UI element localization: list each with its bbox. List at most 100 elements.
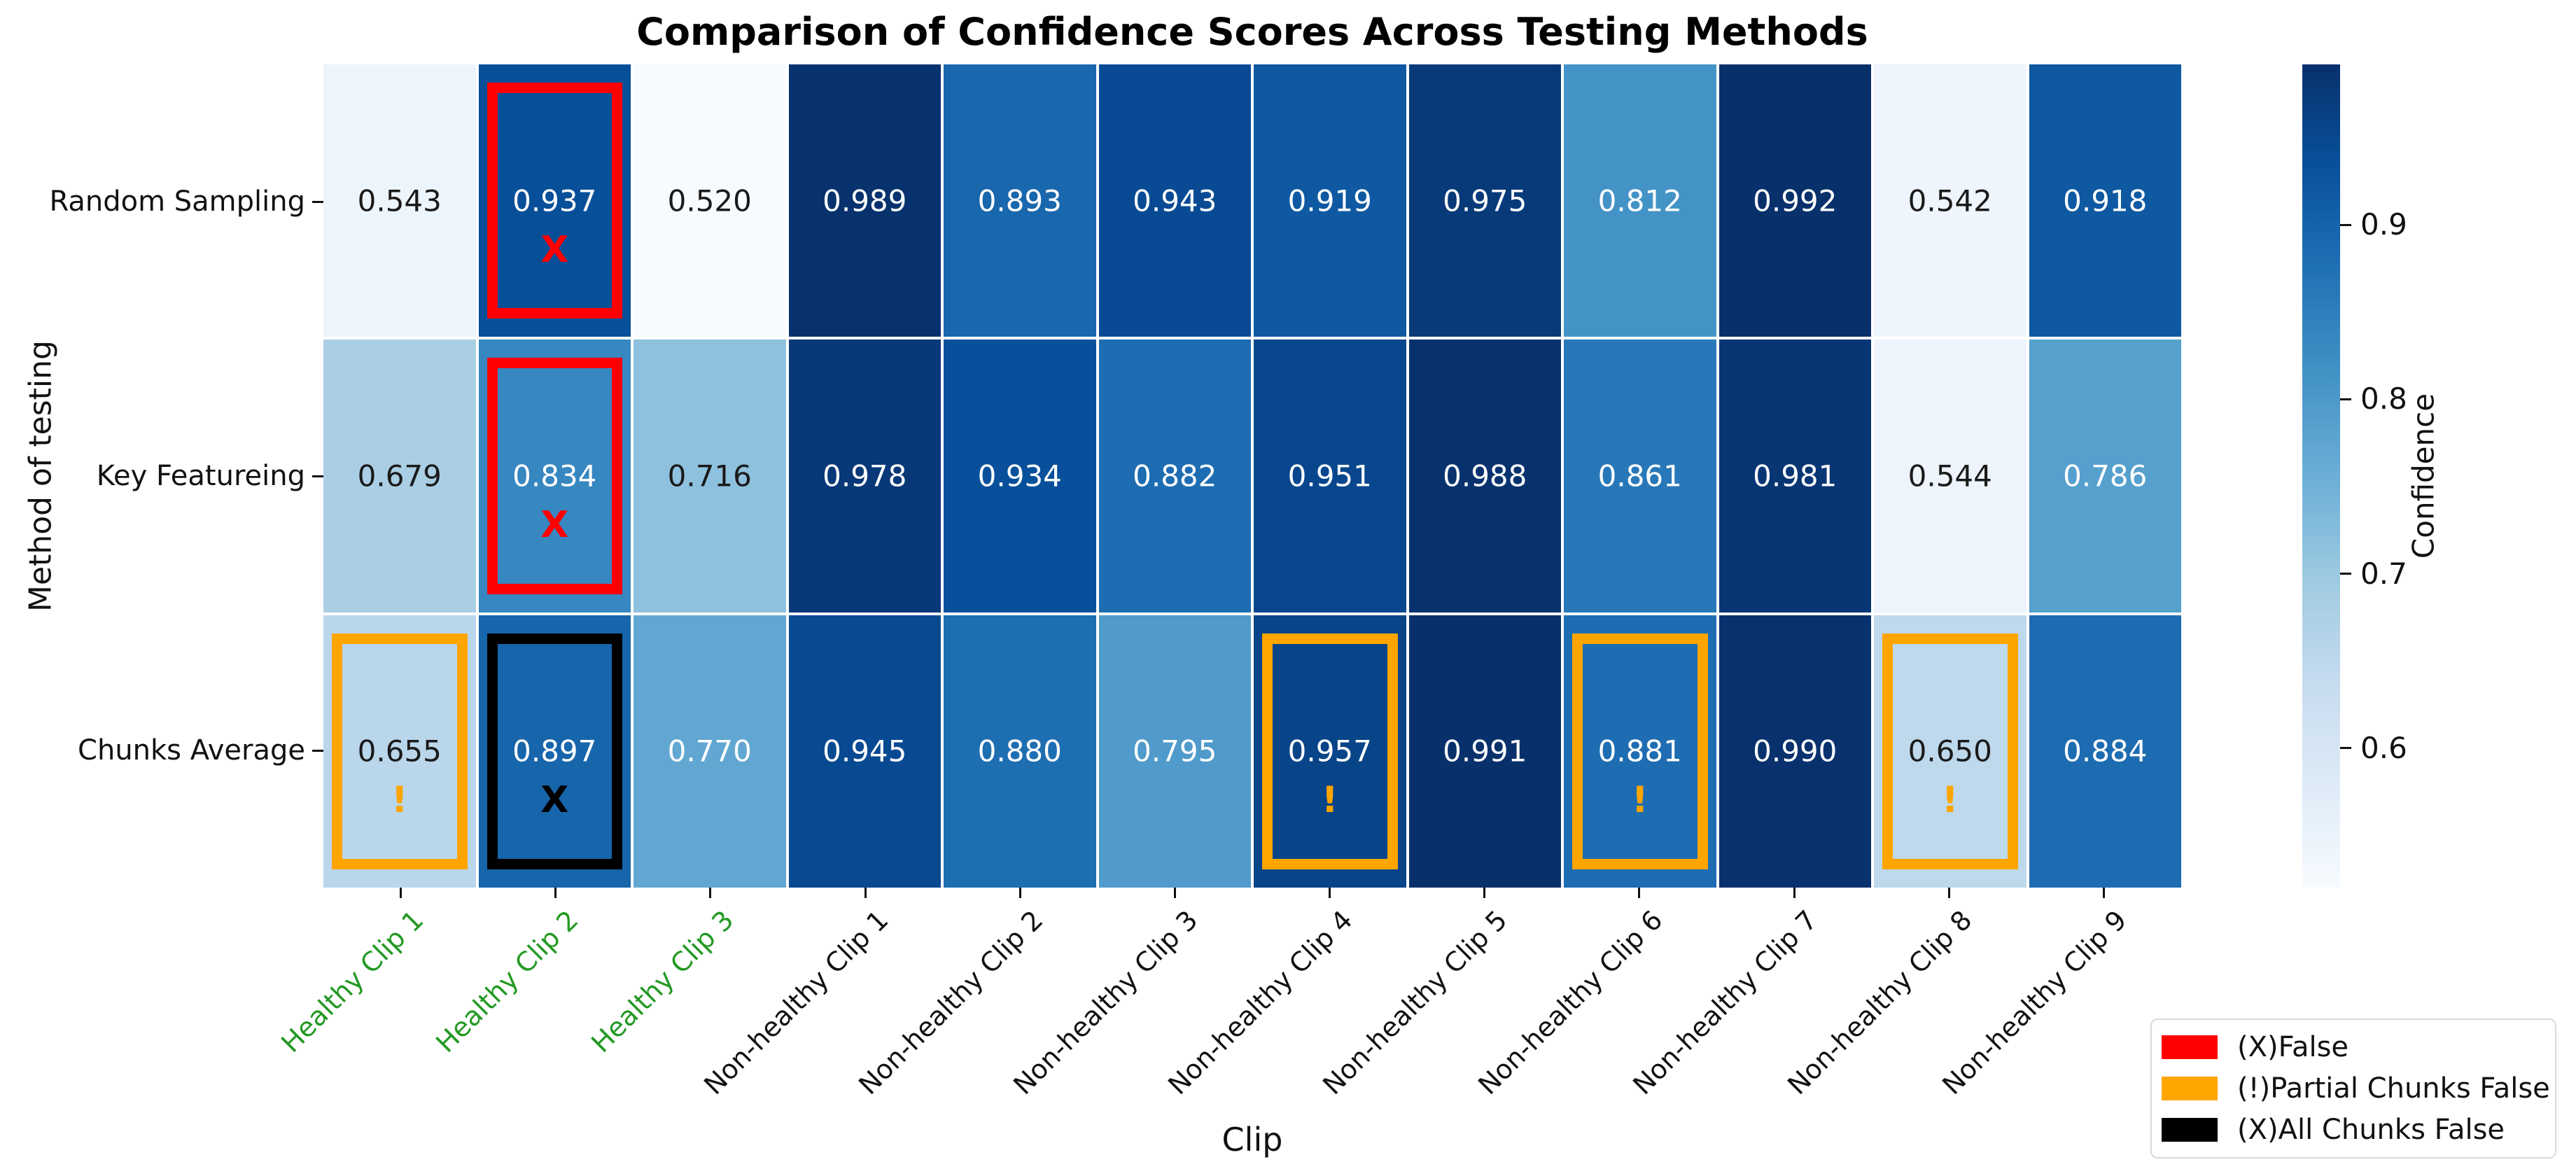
cell-value: 0.991 [1443, 734, 1527, 769]
heatmap-cell: 0.978 [788, 340, 941, 612]
legend-label: (X)All Chunks False [2237, 1113, 2505, 1146]
heatmap-cell: 0.919 [1254, 64, 1406, 337]
highlight-box-orange [1882, 633, 2018, 869]
legend-swatch-black [2162, 1117, 2218, 1142]
cell-marker: ! [1631, 779, 1648, 822]
heatmap-cell: 0.544 [1874, 340, 2026, 612]
colorbar-tick-label: 0.6 [2360, 730, 2407, 765]
y-tick-mark [312, 200, 323, 203]
x-tick-label: Healthy Clip 3 [584, 904, 740, 1059]
cell-value: 0.544 [1907, 458, 1992, 493]
colorbar-gradient [2302, 64, 2340, 888]
cell-value: 0.650 [1907, 734, 1992, 769]
x-tick-label: Healthy Clip 2 [430, 904, 584, 1059]
cell-value: 0.834 [512, 458, 597, 493]
heatmap-cell: 0.542 [1874, 64, 2026, 337]
heatmap-cell: 0.655! [323, 615, 476, 888]
chart-title: Comparison of Confidence Scores Across T… [636, 10, 1868, 54]
heatmap-cell: 0.884 [2029, 615, 2181, 888]
colorbar-tick-mark [2340, 747, 2351, 750]
heatmap-cell: 0.990 [1718, 615, 1871, 888]
heatmap-cell: 0.991 [1408, 615, 1561, 888]
legend-swatch-red [2162, 1035, 2218, 1060]
cell-value: 0.716 [667, 458, 752, 493]
cell-value: 0.786 [2063, 458, 2148, 493]
cell-value: 0.881 [1597, 734, 1682, 769]
cell-value: 0.943 [1133, 183, 1217, 218]
cell-value: 0.945 [822, 734, 907, 769]
x-tick-mark [709, 888, 712, 898]
cell-value: 0.992 [1753, 183, 1837, 218]
cell-marker: X [540, 228, 569, 271]
cell-value: 0.655 [357, 734, 442, 769]
cell-value: 0.795 [1133, 734, 1217, 769]
cell-value: 0.990 [1753, 734, 1837, 769]
cell-value: 0.989 [822, 183, 907, 218]
heatmap-cell: 0.543 [323, 64, 476, 337]
highlight-box-red [486, 358, 622, 594]
heatmap-cell: 0.988 [1408, 340, 1561, 612]
heatmap-cell: 0.989 [788, 64, 941, 337]
cell-value: 0.978 [822, 458, 907, 493]
cell-value: 0.542 [1907, 183, 1992, 218]
colorbar-title: Confidence [2406, 393, 2441, 559]
heatmap-cell: 0.882 [1098, 340, 1251, 612]
heatmap-cell: 0.975 [1408, 64, 1561, 337]
legend: (X)False (!)Partial Chunks False (X)All … [2150, 1018, 2556, 1158]
heatmap-cell: 0.945 [788, 615, 941, 888]
heatmap-cell: 0.716 [634, 340, 786, 612]
heatmap-cell: 0.937 X [478, 64, 631, 337]
highlight-box-black [486, 633, 622, 869]
colorbar-tick-mark [2340, 398, 2351, 400]
cell-value: 0.951 [1287, 458, 1372, 493]
x-tick-mark [1638, 888, 1641, 898]
row-label-chunks-average: Chunks Average [78, 734, 305, 766]
x-tick-mark [554, 888, 557, 898]
cell-value: 0.520 [667, 183, 752, 218]
cell-value: 0.861 [1597, 458, 1682, 493]
cell-value: 0.957 [1287, 734, 1372, 769]
heatmap-cell: 0.918 [2029, 64, 2181, 337]
x-axis-title: Clip [1222, 1121, 1283, 1158]
heatmap-cell: 0.957! [1254, 615, 1406, 888]
heatmap-cell: 0.679 [323, 340, 476, 612]
cell-marker: ! [391, 779, 408, 822]
heatmap-cell: 0.981 [1718, 340, 1871, 612]
x-tick-mark [1329, 888, 1331, 898]
legend-item: (X)False [2162, 1031, 2555, 1063]
cell-value: 0.918 [2063, 183, 2148, 218]
x-tick-mark [400, 888, 402, 898]
cell-value: 0.880 [977, 734, 1062, 769]
colorbar-tick-label: 0.7 [2360, 556, 2407, 591]
cell-value: 0.988 [1443, 458, 1527, 493]
cell-marker: X [540, 504, 569, 547]
row-label-key-featureing: Key Featureing [96, 460, 305, 492]
heatmap-cell: 0.893 [944, 64, 1096, 337]
heatmap-cell: 0.834 X [478, 340, 631, 612]
heatmap-cell: 0.795 [1098, 615, 1251, 888]
cell-value: 0.981 [1753, 458, 1837, 493]
cell-value: 0.812 [1597, 183, 1682, 218]
heatmap-grid: 0.543 0.937 X 0.520 0.989 0.893 0.943 0.919 0.97… [323, 64, 2181, 888]
x-tick-label: Healthy Clip 1 [275, 904, 430, 1059]
cell-marker: ! [1941, 779, 1959, 822]
x-tick-mark [1793, 888, 1795, 898]
heatmap-cell: 0.881! [1564, 615, 1716, 888]
x-tick-mark [1483, 888, 1486, 898]
cell-value: 0.679 [357, 458, 442, 493]
heatmap-cell: 0.770 [634, 615, 786, 888]
heatmap-cell: 0.951 [1254, 340, 1406, 612]
colorbar-tick-label: 0.8 [2360, 382, 2407, 416]
cell-value: 0.884 [2063, 734, 2148, 769]
cell-value: 0.543 [357, 183, 442, 218]
heatmap-cell: 0.650! [1874, 615, 2026, 888]
y-tick-mark [312, 749, 323, 752]
heatmap-cell: 0.812 [1564, 64, 1716, 337]
cell-value: 0.919 [1287, 183, 1372, 218]
cell-value: 0.893 [977, 183, 1062, 218]
colorbar-tick-mark [2340, 223, 2351, 226]
cell-marker: ! [1321, 779, 1338, 822]
cell-value: 0.882 [1133, 458, 1217, 493]
colorbar-tick-mark [2340, 573, 2351, 575]
